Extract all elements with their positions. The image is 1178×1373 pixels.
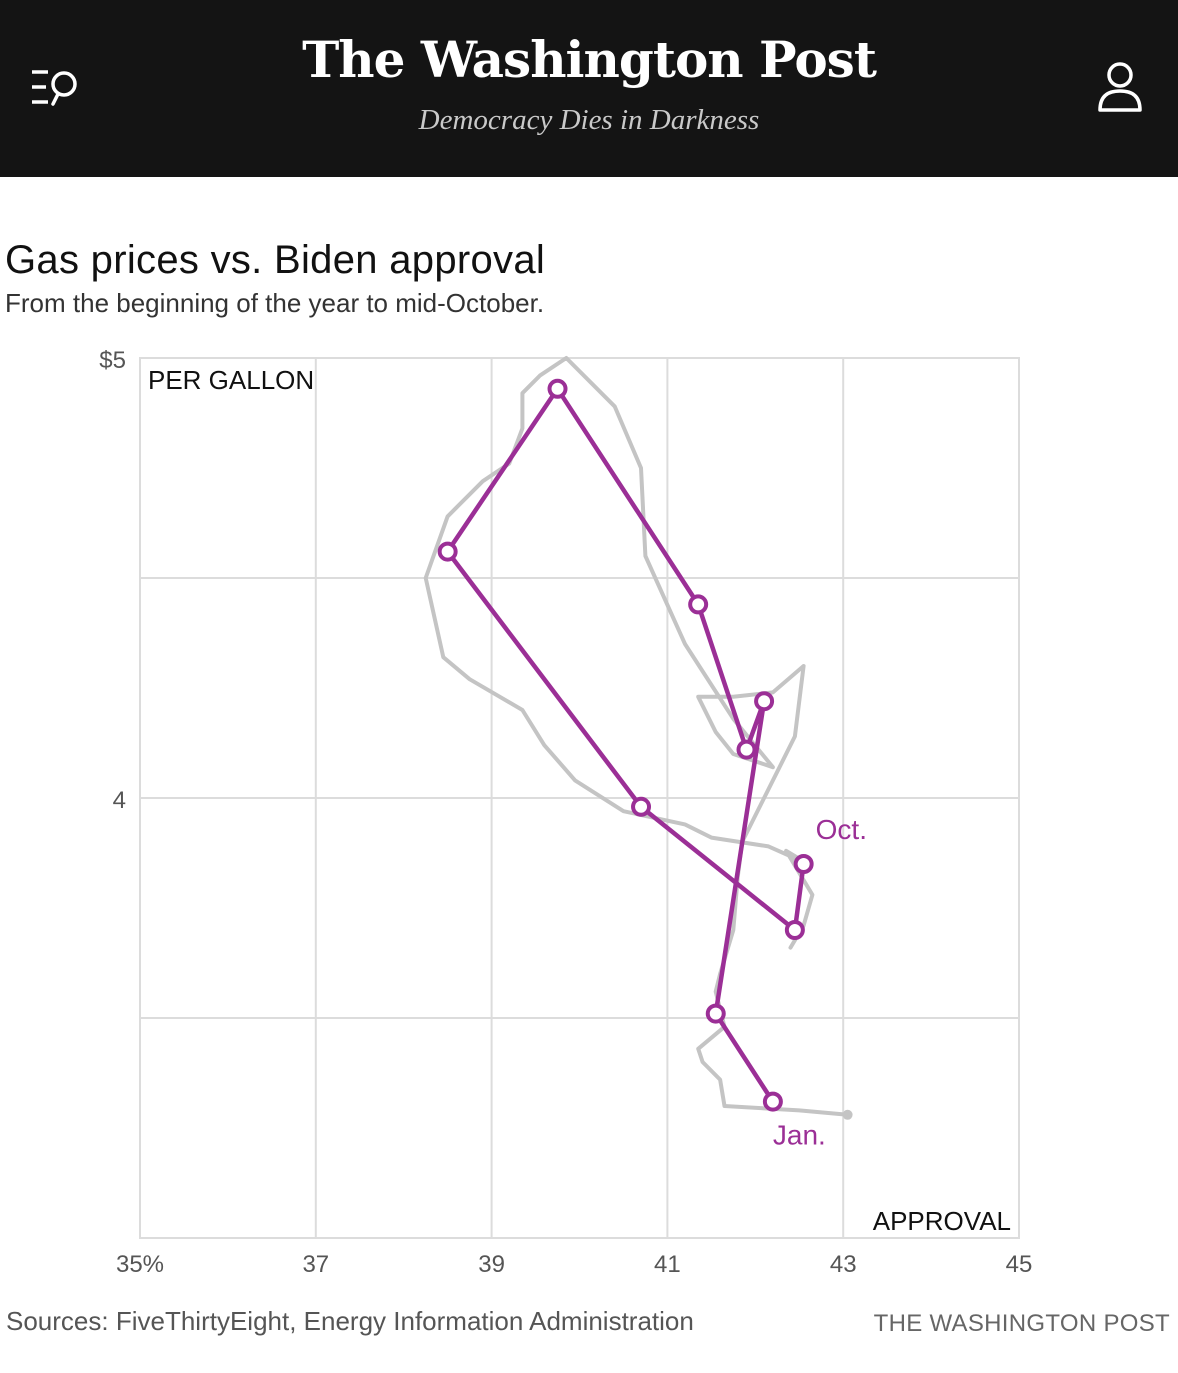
- menu-search-button[interactable]: [26, 62, 82, 112]
- data-point: [547, 378, 568, 399]
- data-point: [754, 691, 775, 712]
- menu-search-icon: [32, 70, 77, 106]
- chart-title: Gas prices vs. Biden approval: [5, 238, 546, 282]
- data-point: [437, 541, 458, 562]
- y-axis-label: PER GALLON: [148, 365, 314, 395]
- y-tick-label: 4: [113, 787, 126, 814]
- annotation-oct: Oct.: [816, 814, 867, 845]
- data-point: [705, 1003, 726, 1024]
- x-tick-label: 45: [1006, 1251, 1033, 1278]
- x-tick-label: 41: [654, 1251, 681, 1278]
- data-point: [762, 1091, 783, 1112]
- credit-line: THE WASHINGTON POST: [873, 1310, 1170, 1337]
- sources-note: Sources: FiveThirtyEight, Energy Informa…: [6, 1306, 694, 1336]
- x-tick-label: 43: [830, 1251, 857, 1278]
- data-point: [631, 796, 652, 817]
- data-point: [784, 920, 805, 940]
- x-axis-label: APPROVAL: [873, 1206, 1011, 1236]
- monthly-series-line: [445, 386, 806, 1104]
- user-icon: [1098, 62, 1142, 112]
- weekly-trail-line: [423, 356, 850, 1117]
- x-tick-label: 37: [302, 1251, 329, 1278]
- masthead: The Washington Post Democracy Dies in Da…: [0, 0, 1178, 177]
- data-point: [793, 854, 814, 874]
- site-tagline: Democracy Dies in Darkness: [418, 104, 760, 136]
- site-logo[interactable]: The Washington Post: [302, 30, 877, 89]
- data-point: [736, 739, 757, 760]
- account-button[interactable]: [1094, 60, 1146, 116]
- x-tick-label: 35%: [116, 1251, 164, 1278]
- annotation-jan: Jan.: [773, 1120, 826, 1151]
- chart-subtitle: From the beginning of the year to mid-Oc…: [5, 288, 545, 318]
- weekly-trail-end-dot: [842, 1109, 853, 1120]
- data-point: [688, 594, 709, 615]
- y-tick-label: $5: [99, 347, 126, 374]
- x-tick-label: 39: [478, 1251, 505, 1278]
